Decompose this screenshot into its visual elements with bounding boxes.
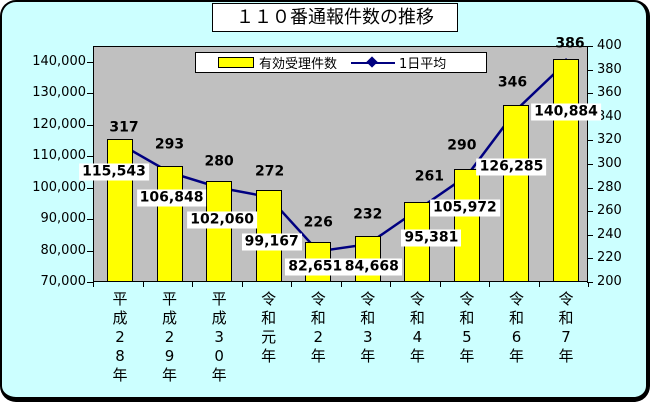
x-axis-tick xyxy=(341,282,342,287)
x-axis-tick xyxy=(440,282,441,287)
y-axis-left-tick-label: 110,000 xyxy=(32,148,86,164)
y-axis-right-tick-label: 280 xyxy=(597,179,622,195)
x-axis-tick xyxy=(143,282,144,287)
x-axis-tick xyxy=(242,282,243,287)
bar-value-label: 105,972 xyxy=(430,199,500,217)
legend-bar-label: 有効受理件数 xyxy=(259,57,338,72)
x-axis-category-label: 平 成 2 8 年 xyxy=(112,290,128,384)
y-axis-left-tick-label: 120,000 xyxy=(32,116,86,132)
x-axis-category-label: 令 和 7 年 xyxy=(558,290,574,365)
y-axis-right-tick-label: 360 xyxy=(597,85,622,101)
y-axis-right-tick xyxy=(587,93,593,94)
y-axis-right-tick xyxy=(587,211,593,212)
y-axis-left-tick-label: 100,000 xyxy=(32,179,86,195)
bar xyxy=(503,104,530,282)
y-axis-right-tick xyxy=(587,235,593,236)
y-axis-right-tick-label: 200 xyxy=(597,274,622,289)
x-axis-category-label: 令 和 5 年 xyxy=(459,290,475,365)
line-value-label: 272 xyxy=(255,163,285,180)
y-axis-right-tick-label: 300 xyxy=(597,156,622,171)
bar-value-label: 95,381 xyxy=(401,229,462,247)
x-axis-category-label: 令 和 6 年 xyxy=(508,290,524,365)
y-axis-right-tick-label: 260 xyxy=(597,203,622,219)
legend-line-label: 1日平均 xyxy=(399,57,447,72)
y-axis-left-tick xyxy=(87,219,93,220)
bar-value-label: 102,060 xyxy=(187,211,257,229)
y-axis-right-tick-label: 220 xyxy=(597,250,622,266)
y-axis-left-tick-label: 140,000 xyxy=(32,53,86,69)
x-axis-tick xyxy=(390,282,391,287)
y-axis-left-tick xyxy=(87,125,93,126)
y-axis-right-tick xyxy=(587,140,593,141)
y-axis-left-tick xyxy=(87,62,93,63)
y-axis-left-tick-label: 90,000 xyxy=(40,211,87,227)
x-axis-category-label: 令 和 3 年 xyxy=(360,290,376,365)
y-axis-right-tick xyxy=(587,46,593,47)
x-axis-category-label: 平 成 2 9 年 xyxy=(162,290,178,384)
bar-value-label: 99,167 xyxy=(241,233,302,251)
bar-value-label: 82,651 xyxy=(285,258,346,276)
line-value-label: 261 xyxy=(414,168,444,185)
bar xyxy=(107,138,133,282)
bar xyxy=(156,166,183,282)
x-axis-category-label: 令 和 2 年 xyxy=(310,290,326,365)
legend: 有効受理件数 1日平均 xyxy=(195,52,487,73)
bar-value-label: 106,848 xyxy=(136,189,207,207)
x-axis-tick xyxy=(588,282,589,287)
y-axis-right-tick xyxy=(587,258,593,259)
bar-series-swatch-icon xyxy=(218,57,254,68)
bar-value-label: 115,543 xyxy=(79,163,149,181)
line-value-label: 290 xyxy=(447,137,477,154)
y-axis-right-tick-label: 240 xyxy=(597,226,622,242)
y-axis-right-tick xyxy=(587,70,593,71)
x-axis-tick xyxy=(291,282,292,287)
y-axis-right-tick-label: 380 xyxy=(597,61,622,77)
line-value-label: 317 xyxy=(109,119,139,136)
x-axis-category-label: 令 和 元 年 xyxy=(261,290,277,365)
x-axis-category-label: 令 和 4 年 xyxy=(409,290,425,365)
chart-title: １１０番通報件数の推移 xyxy=(212,3,458,32)
bar-value-label: 84,668 xyxy=(341,258,402,276)
x-axis-tick xyxy=(539,282,540,287)
bar xyxy=(206,181,233,282)
y-axis-left-tick-label: 70,000 xyxy=(40,274,87,289)
y-axis-left-tick xyxy=(87,156,93,157)
line-series-swatch-icon xyxy=(351,55,396,68)
line-value-label: 226 xyxy=(303,214,333,231)
x-axis-tick xyxy=(489,282,490,287)
y-axis-right-tick xyxy=(587,164,593,165)
x-axis-category-label: 平 成 3 0 年 xyxy=(211,290,227,384)
line-value-label: 280 xyxy=(204,153,234,170)
y-axis-right-tick-label: 320 xyxy=(597,132,622,148)
line-value-label: 232 xyxy=(353,206,383,223)
bar xyxy=(553,58,580,282)
line-value-label: 346 xyxy=(497,74,528,91)
y-axis-left-tick xyxy=(87,93,93,94)
bar-value-label: 140,884 xyxy=(531,103,601,121)
y-axis-left-tick-label: 80,000 xyxy=(40,242,87,258)
line-value-label: 386 xyxy=(555,35,585,52)
y-axis-right-tick xyxy=(587,188,593,189)
y-axis-left-tick-label: 130,000 xyxy=(32,85,86,101)
y-axis-left-tick xyxy=(87,251,93,252)
y-axis-right-tick xyxy=(587,282,593,283)
x-axis-tick xyxy=(93,282,94,287)
y-axis-left-tick xyxy=(87,282,93,283)
x-axis-tick xyxy=(192,282,193,287)
y-axis-left-tick xyxy=(87,188,93,189)
bar xyxy=(453,168,480,282)
y-axis-right-tick-label: 400 xyxy=(597,38,622,53)
line-value-label: 293 xyxy=(154,136,185,153)
bar-value-label: 126,285 xyxy=(476,158,547,176)
y-axis-right-tick-label: 340 xyxy=(597,108,622,124)
line-sample-diamond-icon xyxy=(366,55,378,68)
